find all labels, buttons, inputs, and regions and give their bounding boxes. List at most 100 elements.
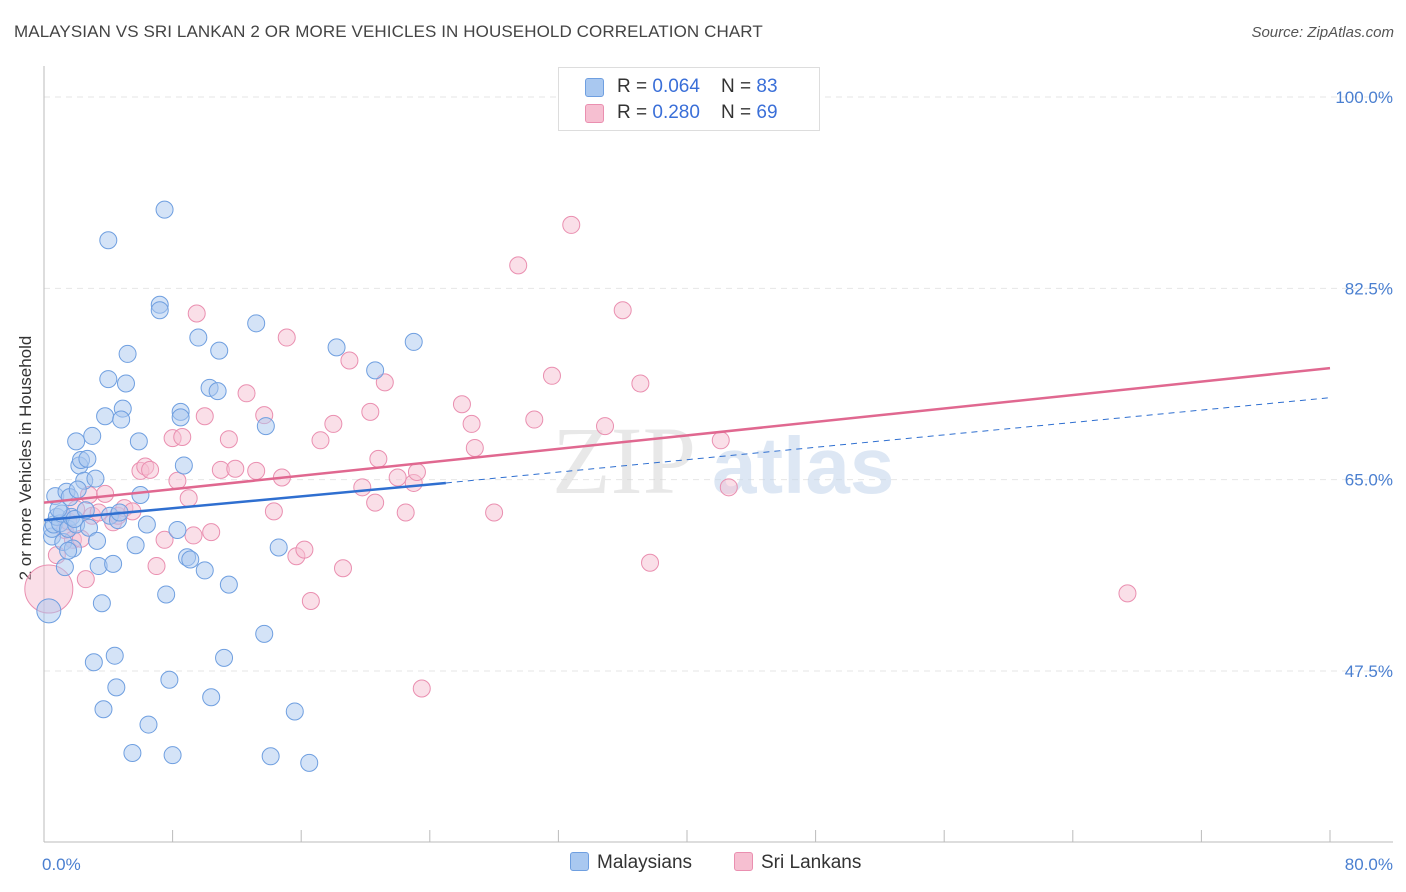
malaysian-swatch [585,78,604,97]
malaysian-point [107,678,126,697]
x-tick-label: 80.0% [1345,855,1393,874]
sri-lankan-point [202,523,221,542]
sri-lankan-trend-line [43,366,1331,504]
malaysian-point [104,554,123,573]
trend-lines [43,366,1331,522]
sri-lankan-point [641,553,660,572]
sri-lankan-point [141,460,160,479]
sri-lankan-point [396,503,415,522]
tick-labels: 100.0% 82.5% 65.0% 47.5% 0.0% 80.0% [42,88,1393,874]
sri-lankan-point [525,410,544,429]
sri-lankan-point [226,459,245,478]
malaysian-point [195,561,214,580]
sri-lankan-point [613,301,632,320]
sri-lankan-point [76,570,95,589]
sri-lankan-point [311,431,330,450]
sri-lankan-point [155,530,174,549]
series-name: Malaysians [597,852,693,873]
malaysian-point [261,747,280,766]
malaysian-point [36,598,62,624]
sri-lankan-point [462,414,481,433]
malaysian-point [171,408,190,427]
sri-lankan-point [324,414,343,433]
malaysian-point [189,328,208,347]
sri-lankan-point [295,540,314,559]
watermark-zip: ZIP [552,407,696,514]
sri-lankan-point [542,366,561,385]
sri-lankan-point [407,463,426,482]
sri-lankan-point [485,503,504,522]
y-tick-label: 82.5% [1345,279,1393,298]
sri-lankan-point [264,502,283,521]
axes [43,66,1393,843]
source-label: Source: ZipAtlas.com [1251,24,1394,41]
sri-lankan-point [340,351,359,370]
malaysian-point [78,449,97,468]
malaysian-points [36,200,423,772]
sri-lankan-point [168,471,187,490]
sri-lankan-point [366,493,385,512]
malaysian-point [157,585,176,604]
sri-lankan-point [388,468,407,487]
malaysian-point [269,538,288,557]
malaysian-point [80,518,99,537]
malaysian-point [131,485,150,504]
sri-lankan-point [361,402,380,421]
sri-lankan-point [333,559,352,578]
sri-lankan-point [179,489,198,508]
watermark-atlas: atlas [712,421,894,510]
series-name: Sri Lankans [761,852,862,873]
sri-lankan-point [596,417,615,436]
malaysian-point [116,374,135,393]
malaysian-point [49,500,68,519]
sri-lankan-legend-swatch [734,852,753,871]
sri-lankan-point [509,256,528,275]
sri-lankan-point [195,407,214,426]
legend-r-value: 0.064 [652,76,700,97]
legend-n-value: 69 [756,102,778,123]
sri-lankan-point [452,395,471,414]
malaysian-point [219,575,238,594]
sri-lankan-point [353,478,372,497]
y-tick-label: 100.0% [1335,88,1393,107]
malaysian-point [83,426,102,445]
sri-lankan-point [277,328,296,347]
malaysian-point [99,370,118,389]
sri-lankan-point [375,373,394,392]
sri-lankan-point [1118,584,1137,603]
sri-lankan-swatch [585,104,604,123]
malaysian-point [150,301,169,320]
sri-lankan-point [187,304,206,323]
sri-lankan-point [465,438,484,457]
gridlines [44,96,1393,672]
sri-lankan-point [96,484,115,503]
malaysian-point [168,520,187,539]
malaysian-point [215,648,234,667]
malaysian-point [88,531,107,550]
malaysian-point [256,417,275,436]
watermark: ZIP atlas [552,407,894,514]
malaysian-point [155,200,174,219]
malaysian-point [96,407,115,426]
malaysian-point [247,314,266,333]
x-tick-label: 0.0% [42,855,81,874]
sri-lankan-point [562,215,581,234]
malaysian-point [67,432,86,451]
malaysian-point [202,688,221,707]
malaysian-point [163,746,182,765]
malaysian-point [99,231,118,250]
malaysian-trend-line [43,481,446,522]
malaysian-point [255,624,274,643]
series-legend-malaysians: Malaysians [570,852,692,874]
malaysian-point [94,700,113,719]
malaysian-trend-extension [445,397,1331,484]
series-legend-sri-lankans: Sri Lankans [734,852,861,874]
correlation-legend: R = 0.064 N = 83 R = 0.280 N = 69 [558,67,820,131]
malaysian-point [137,515,156,534]
sri-lankan-point [369,449,388,468]
malaysian-point [55,558,74,577]
malaysian-legend-swatch [570,852,589,871]
sri-lankan-point [173,428,192,447]
malaysian-point [123,744,142,762]
legend-n-label: N = [721,102,757,123]
